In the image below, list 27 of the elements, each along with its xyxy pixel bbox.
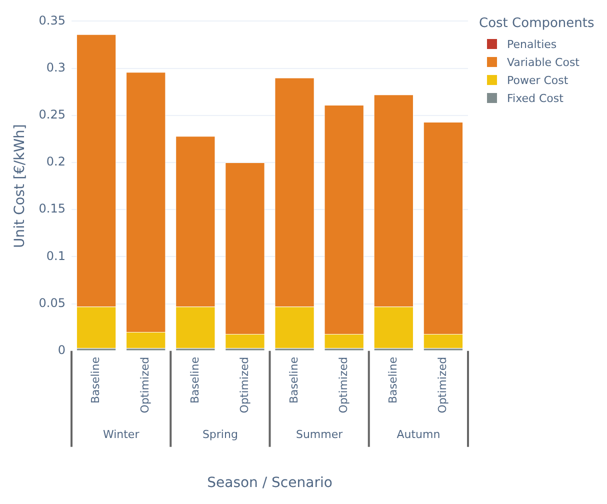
x-tick-label: Baseline xyxy=(188,356,202,404)
y-tick-label: 0.3 xyxy=(46,60,66,74)
y-tick-label: 0 xyxy=(58,343,66,358)
legend-label: Penalties xyxy=(507,38,557,50)
y-tick-label: 0.1 xyxy=(46,248,66,263)
x-axis-title: Season / Scenario xyxy=(207,475,332,492)
text: Autumn xyxy=(396,428,440,441)
text: Spring xyxy=(202,428,238,441)
legend-title: Cost Components xyxy=(479,16,594,31)
x-tick-label: Optimized xyxy=(336,356,350,414)
y-tick-label: 0.25 xyxy=(38,108,66,122)
text: Summer xyxy=(296,428,344,441)
legend-label: Power Cost xyxy=(507,74,568,86)
x-tick-label: Baseline xyxy=(386,356,400,404)
y-axis-title: Unit Cost [€/kWh] xyxy=(12,124,28,248)
y-tick-label: 0.2 xyxy=(46,154,66,169)
x-tick-label: Optimized xyxy=(238,356,251,414)
legend-label: Fixed Cost xyxy=(507,92,564,104)
y-tick-label: 0.05 xyxy=(38,296,66,310)
text: Winter xyxy=(102,428,140,441)
x-tick-label: Optimized xyxy=(436,356,450,414)
legend-label: Variable Cost xyxy=(507,56,580,68)
y-tick-label: 0.35 xyxy=(38,13,66,28)
y-tick-label: 0.15 xyxy=(38,202,66,216)
x-tick-label: Baseline xyxy=(287,356,300,404)
x-tick-label: Baseline xyxy=(89,356,102,404)
x-tick-label: Optimized xyxy=(138,356,152,414)
